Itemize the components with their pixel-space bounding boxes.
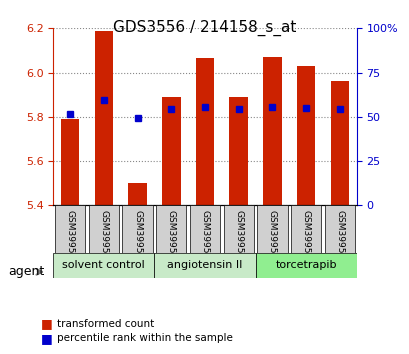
FancyBboxPatch shape [290,205,321,253]
Text: GSM399575: GSM399575 [166,210,175,265]
FancyBboxPatch shape [223,205,253,253]
Text: GSM399573: GSM399573 [99,210,108,265]
Text: ■: ■ [41,332,53,344]
Text: agent: agent [8,266,44,278]
FancyBboxPatch shape [189,205,220,253]
Text: angiotensin II: angiotensin II [167,261,242,270]
Text: GSM399578: GSM399578 [267,210,276,265]
Text: GSM399572: GSM399572 [65,210,74,265]
Bar [94,30,113,205]
FancyBboxPatch shape [53,253,154,278]
FancyBboxPatch shape [324,205,354,253]
FancyBboxPatch shape [256,205,287,253]
Text: GSM399577: GSM399577 [234,210,243,265]
FancyBboxPatch shape [156,205,186,253]
FancyBboxPatch shape [55,205,85,253]
FancyBboxPatch shape [122,205,153,253]
FancyBboxPatch shape [154,253,255,278]
Text: ■: ■ [41,318,53,330]
Bar [195,58,214,205]
FancyBboxPatch shape [255,253,356,278]
Bar [229,97,247,205]
Text: GSM399579: GSM399579 [301,210,310,265]
Bar [263,57,281,205]
Text: GSM399580: GSM399580 [335,210,344,265]
Text: torcetrapib: torcetrapib [275,261,336,270]
Text: transformed count: transformed count [57,319,154,329]
Bar [162,97,180,205]
Bar [330,81,348,205]
FancyBboxPatch shape [88,205,119,253]
Bar [128,183,146,205]
Text: solvent control: solvent control [62,261,145,270]
Bar [296,66,315,205]
Text: GDS3556 / 214158_s_at: GDS3556 / 214158_s_at [113,19,296,36]
Text: GSM399576: GSM399576 [200,210,209,265]
Bar [61,119,79,205]
Text: percentile rank within the sample: percentile rank within the sample [57,333,233,343]
Text: GSM399574: GSM399574 [133,210,142,265]
